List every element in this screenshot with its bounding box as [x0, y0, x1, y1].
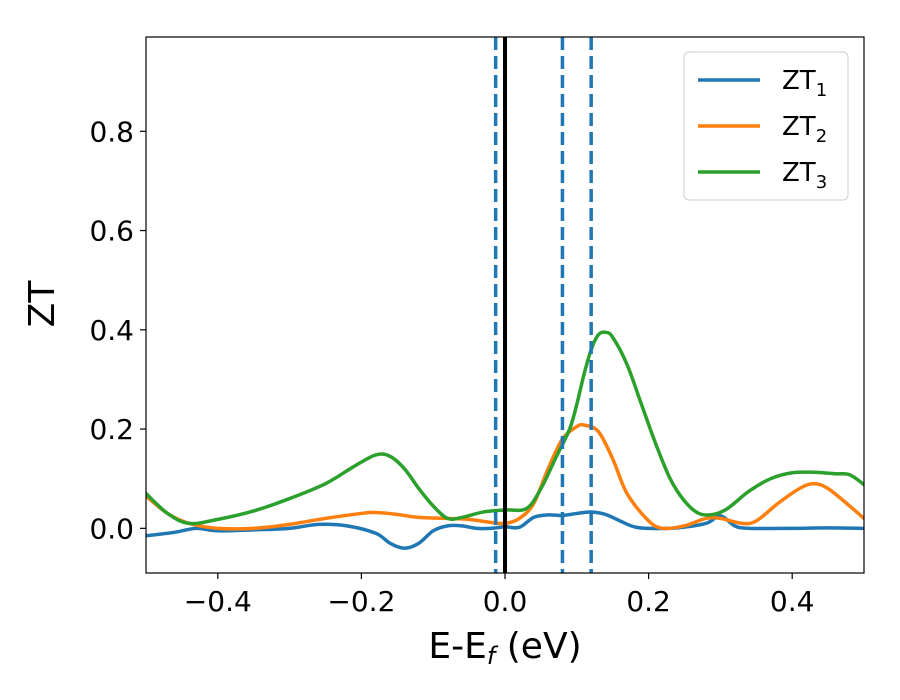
legend-label-main: ZT — [782, 112, 816, 142]
x-tick-label: 0.0 — [483, 585, 528, 618]
series-line-zt3 — [146, 330, 864, 526]
axis-ticks: −0.4 −0.2 0.0 0.2 0.4 0.0 0.2 0.4 0.6 0.8 — [89, 115, 814, 618]
x-axis-label-main: E-E — [428, 626, 486, 667]
legend-label-zt3: ZT3 — [782, 158, 827, 193]
legend-label-zt2: ZT2 — [782, 112, 827, 147]
x-tick-label: −0.2 — [327, 585, 395, 618]
plot-frame — [145, 36, 865, 574]
x-tick-label: 0.4 — [770, 585, 815, 618]
legend-label-subscript: 3 — [816, 172, 827, 193]
legend-box — [683, 51, 849, 201]
y-axis-label: ZT — [22, 280, 63, 328]
legend-label-subscript: 1 — [816, 80, 827, 101]
legend-label-subscript: 2 — [816, 126, 827, 147]
y-tick-label: 0.0 — [89, 512, 134, 545]
y-tick-label: 0.6 — [89, 215, 134, 248]
y-tick-label: 0.2 — [89, 413, 134, 446]
y-tick-label: 0.4 — [89, 314, 134, 347]
plot-area — [146, 37, 864, 573]
plot-inner — [146, 37, 864, 573]
x-axis-label: E-Ef (eV) — [428, 626, 581, 670]
x-tick-label: 0.2 — [626, 585, 671, 618]
legend-label-main: ZT — [782, 158, 816, 188]
legend-label-main: ZT — [782, 66, 816, 96]
series-line-zt1 — [146, 510, 864, 550]
y-tick-label: 0.8 — [89, 115, 134, 148]
legend-label-zt1: ZT1 — [782, 66, 827, 101]
x-tick-label: −0.4 — [184, 585, 252, 618]
x-axis-label-unit: (eV) — [495, 626, 581, 667]
